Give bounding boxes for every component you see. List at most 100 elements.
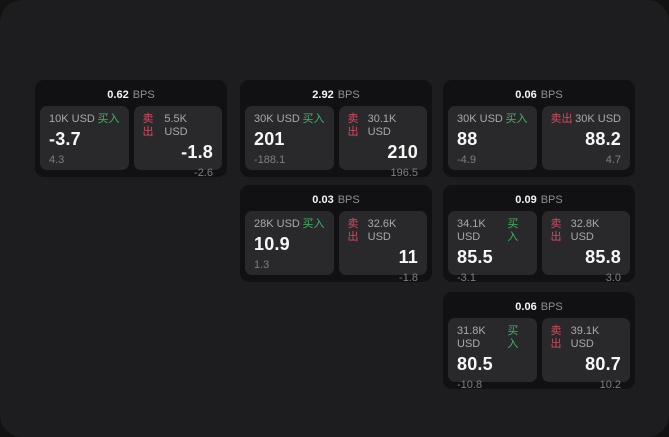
buy-delta: -10.8 xyxy=(457,379,483,391)
buy-panel-top: 10K USD 买入 xyxy=(49,113,120,126)
card-header: 0.09 BPS xyxy=(447,189,631,211)
buy-side-label: 买入 xyxy=(505,113,528,125)
buy-price: 10.9 xyxy=(254,234,290,254)
sell-panel-top: 卖出 32.6K USD xyxy=(348,218,419,244)
sell-side-label: 卖出 xyxy=(142,113,154,138)
bps-card: 2.92 BPS 30K USD 买入 201 -188.1 卖出 30.1K … xyxy=(240,80,432,179)
bps-value: 2.92 xyxy=(312,89,334,101)
buy-side-label: 买入 xyxy=(302,218,325,230)
card-header: 2.92 BPS xyxy=(244,84,428,106)
sell-price: -1.8 xyxy=(181,142,213,162)
bps-value: 0.09 xyxy=(515,194,537,206)
panels: 10K USD 买入 -3.7 4.3 卖出 5.5K USD -1.8 -2.… xyxy=(39,106,223,179)
sell-side-label: 卖出 xyxy=(347,218,359,243)
sell-panel[interactable]: 卖出 30.1K USD 210 196.5 xyxy=(338,106,427,179)
buy-side-label: 买入 xyxy=(302,113,325,125)
sell-panel-top: 卖出 39.1K USD xyxy=(551,325,622,351)
buy-size-label: 31.8K USD xyxy=(457,325,486,350)
buy-size-label: 10K USD xyxy=(49,113,95,125)
sell-panel[interactable]: 卖出 30K USD 88.2 4.7 xyxy=(541,106,630,170)
panels: 31.8K USD 买入 80.5 -10.8 卖出 39.1K USD 80.… xyxy=(447,318,631,391)
panels: 34.1K USD 买入 85.5 -3.1 卖出 32.8K USD 85.8… xyxy=(447,211,631,284)
sell-size-label: 32.6K USD xyxy=(367,218,397,243)
panels: 28K USD 买入 10.9 1.3 卖出 32.6K USD 11 -1.8 xyxy=(244,211,428,284)
sell-size-label: 32.8K USD xyxy=(570,218,600,243)
card-header: 0.06 BPS xyxy=(447,84,631,106)
sell-panel[interactable]: 卖出 5.5K USD -1.8 -2.6 xyxy=(133,106,222,179)
bps-unit-label: BPS xyxy=(540,301,563,313)
panels: 30K USD 买入 88 -4.9 卖出 30K USD 88.2 4.7 xyxy=(447,106,631,170)
buy-panel[interactable]: 10K USD 买入 -3.7 4.3 xyxy=(40,106,129,170)
buy-price: 88 xyxy=(457,129,478,149)
buy-delta: -188.1 xyxy=(254,154,286,166)
sell-price: 80.7 xyxy=(585,354,621,374)
sell-price: 11 xyxy=(398,247,418,267)
bps-unit-label: BPS xyxy=(132,89,155,101)
buy-panel-top: 34.1K USD 买入 xyxy=(457,218,528,244)
buy-price: 85.5 xyxy=(457,247,493,267)
buy-size-label: 30K USD xyxy=(457,113,503,125)
buy-delta: 4.3 xyxy=(49,154,65,166)
buy-panel[interactable]: 28K USD 买入 10.9 1.3 xyxy=(245,211,334,275)
sell-size-label: 39.1K USD xyxy=(570,325,600,350)
buy-panel[interactable]: 30K USD 买入 88 -4.9 xyxy=(448,106,537,170)
sell-panel-top: 卖出 5.5K USD xyxy=(143,113,214,139)
bps-card: 0.06 BPS 31.8K USD 买入 80.5 -10.8 卖出 39.1… xyxy=(443,292,635,391)
bps-card: 0.09 BPS 34.1K USD 买入 85.5 -3.1 卖出 32.8K… xyxy=(443,185,635,284)
card-header: 0.03 BPS xyxy=(244,189,428,211)
buy-size-label: 34.1K USD xyxy=(457,218,486,243)
sell-side-label: 卖出 xyxy=(347,113,359,138)
buy-side-label: 买入 xyxy=(507,218,519,243)
sell-delta: -2.6 xyxy=(194,167,213,179)
buy-panel-top: 30K USD 买入 xyxy=(254,113,325,126)
buy-panel[interactable]: 30K USD 买入 201 -188.1 xyxy=(245,106,334,170)
bps-unit-label: BPS xyxy=(540,194,563,206)
buy-panel-top: 30K USD 买入 xyxy=(457,113,528,126)
panels: 30K USD 买入 201 -188.1 卖出 30.1K USD 210 1… xyxy=(244,106,428,179)
sell-panel-top: 卖出 30K USD xyxy=(551,113,622,126)
bps-card: 0.06 BPS 30K USD 买入 88 -4.9 卖出 30K USD 8… xyxy=(443,80,635,177)
sell-panel[interactable]: 卖出 39.1K USD 80.7 10.2 xyxy=(541,318,630,391)
buy-size-label: 28K USD xyxy=(254,218,300,230)
sell-panel[interactable]: 卖出 32.6K USD 11 -1.8 xyxy=(338,211,427,284)
buy-price: 201 xyxy=(254,129,285,149)
sell-delta: 3.0 xyxy=(605,272,621,284)
sell-delta: 10.2 xyxy=(599,379,621,391)
sell-delta: 196.5 xyxy=(390,167,418,179)
sell-price: 88.2 xyxy=(585,129,621,149)
sell-panel-top: 卖出 30.1K USD xyxy=(348,113,419,139)
buy-price: -3.7 xyxy=(49,129,81,149)
sell-side-label: 卖出 xyxy=(550,218,562,243)
bps-value: 0.06 xyxy=(515,301,537,313)
buy-panel[interactable]: 31.8K USD 买入 80.5 -10.8 xyxy=(448,318,537,391)
bps-value: 0.06 xyxy=(515,89,537,101)
buy-size-label: 30K USD xyxy=(254,113,300,125)
bps-unit-label: BPS xyxy=(337,89,360,101)
sell-panel[interactable]: 卖出 32.8K USD 85.8 3.0 xyxy=(541,211,630,284)
bps-card: 0.03 BPS 28K USD 买入 10.9 1.3 卖出 32.6K US… xyxy=(240,185,432,284)
bps-value: 0.03 xyxy=(312,194,334,206)
buy-side-label: 买入 xyxy=(507,325,519,350)
sell-size-label: 30K USD xyxy=(575,113,621,125)
sell-delta: -1.8 xyxy=(399,272,418,284)
sell-size-label: 30.1K USD xyxy=(367,113,397,138)
sell-delta: 4.7 xyxy=(605,154,621,166)
bps-unit-label: BPS xyxy=(337,194,360,206)
bps-value: 0.62 xyxy=(107,89,129,101)
buy-delta: 1.3 xyxy=(254,259,270,271)
card-header: 0.62 BPS xyxy=(39,84,223,106)
sell-panel-top: 卖出 32.8K USD xyxy=(551,218,622,244)
buy-panel-top: 28K USD 买入 xyxy=(254,218,325,231)
sell-side-label: 卖出 xyxy=(550,113,573,125)
buy-delta: -4.9 xyxy=(457,154,476,166)
bps-card: 0.62 BPS 10K USD 买入 -3.7 4.3 卖出 5.5K USD… xyxy=(35,80,227,179)
sell-price: 85.8 xyxy=(585,247,621,267)
sell-side-label: 卖出 xyxy=(550,325,562,350)
buy-panel-top: 31.8K USD 买入 xyxy=(457,325,528,351)
buy-panel[interactable]: 34.1K USD 买入 85.5 -3.1 xyxy=(448,211,537,284)
sell-size-label: 5.5K USD xyxy=(164,113,188,138)
buy-side-label: 买入 xyxy=(97,113,120,125)
bps-unit-label: BPS xyxy=(540,89,563,101)
buy-delta: -3.1 xyxy=(457,272,476,284)
